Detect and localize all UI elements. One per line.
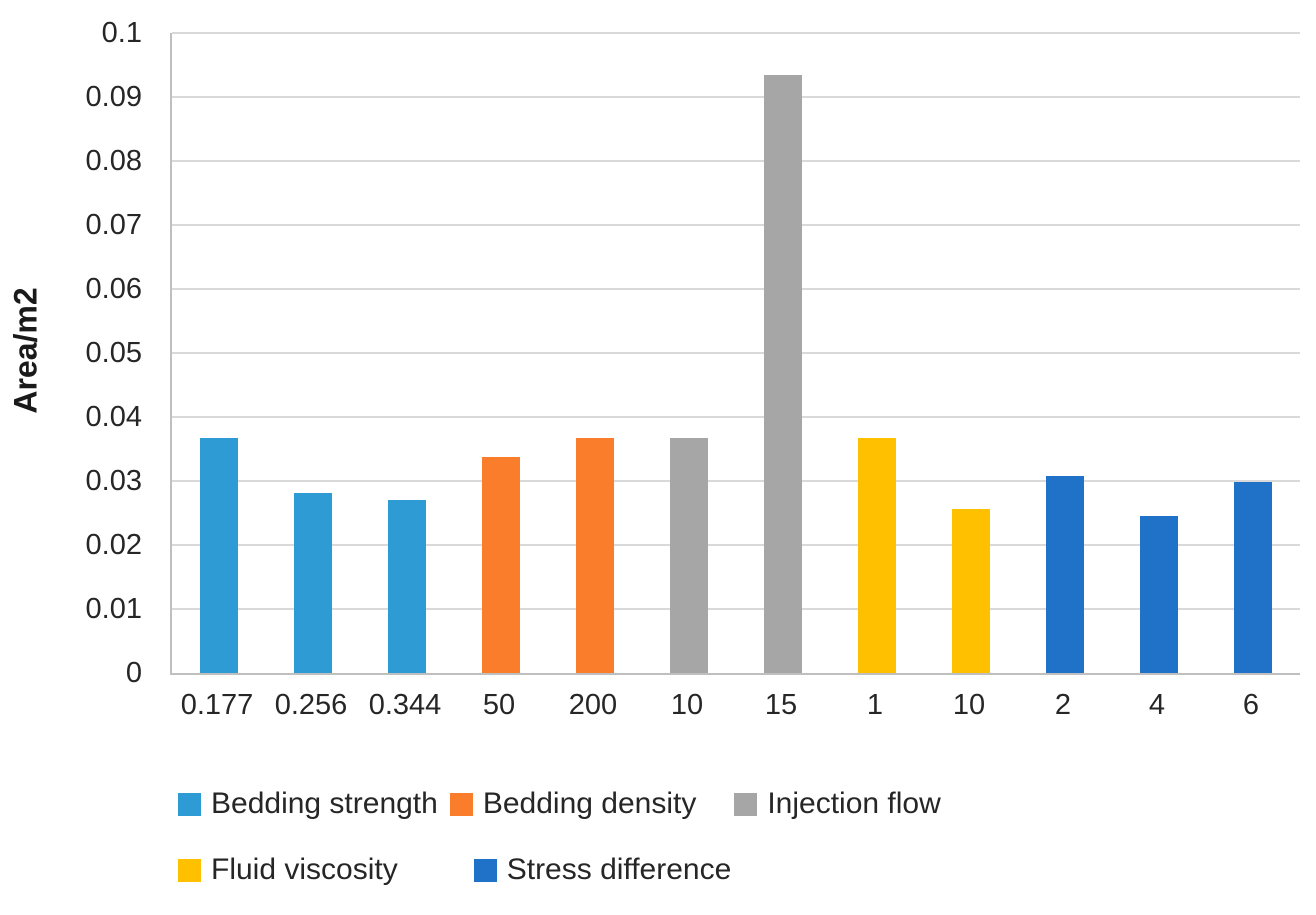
legend-item-injection-flow: Injection flow — [734, 787, 941, 821]
bar-slot — [1206, 33, 1300, 673]
legend-swatch-icon — [449, 792, 473, 816]
bar-slot — [1112, 33, 1206, 673]
bar-bedding-density-200 — [576, 438, 614, 673]
x-tick-label-50: 50 — [482, 689, 516, 721]
bar-slot — [642, 33, 736, 673]
x-tick-label-10: 10 — [952, 689, 986, 721]
bar-fluid-viscosity-10 — [952, 509, 990, 673]
legend-label: Bedding strength — [211, 787, 438, 820]
bar-bedding-density-50 — [482, 456, 520, 673]
plot-area — [170, 32, 1300, 675]
bar-slot — [736, 33, 830, 673]
legend-label: Fluid viscosity — [211, 853, 398, 886]
y-tick-label-0.03: 0.03 — [85, 465, 142, 497]
bar-bedding-strength-0.256 — [294, 493, 332, 673]
x-axis-tick-labels: 0.177 0.256 0.344 50 200 10 15 1 10 2 4 6 — [170, 683, 1298, 727]
bar-slot — [1018, 33, 1112, 673]
x-tick-label-200: 200 — [568, 689, 618, 721]
legend-item-stress-difference: Stress difference — [473, 853, 732, 887]
legend-swatch-icon — [473, 858, 497, 882]
bar-slot — [172, 33, 266, 673]
y-tick-label-0.02: 0.02 — [85, 529, 142, 561]
gridline-0.07 — [172, 224, 1300, 226]
y-tick-label-0.05: 0.05 — [85, 337, 142, 369]
bar-slot — [924, 33, 1018, 673]
legend-label: Bedding density — [482, 787, 697, 820]
y-tick-label-0.07: 0.07 — [85, 209, 142, 241]
legend-label: Injection flow — [767, 787, 941, 820]
y-tick-label-0.04: 0.04 — [85, 401, 142, 433]
y-tick-label-0.09: 0.09 — [85, 81, 142, 113]
legend-item-bedding-density: Bedding density — [449, 787, 697, 821]
gridline-0.03 — [172, 480, 1300, 482]
x-tick-label-0.344: 0.344 — [368, 689, 442, 721]
bar-slot — [266, 33, 360, 673]
y-tick-label-0.1: 0.1 — [101, 17, 142, 49]
gridline-0.06 — [172, 288, 1300, 290]
gridline-0.01 — [172, 608, 1300, 610]
bar-injection-flow-10 — [670, 438, 708, 673]
y-tick-label-0.08: 0.08 — [85, 145, 142, 177]
x-tick-label-15: 15 — [764, 689, 798, 721]
bar-bedding-strength-0.177 — [200, 438, 238, 673]
bar-slot — [360, 33, 454, 673]
x-tick-label-6: 6 — [1242, 689, 1260, 721]
legend-swatch-icon — [734, 792, 758, 816]
legend-row-2: Fluid viscosity Stress difference — [178, 848, 1278, 892]
x-tick-label-1: 1 — [866, 689, 884, 721]
legend-label: Stress difference — [506, 853, 732, 886]
legend-item-fluid-viscosity: Fluid viscosity — [178, 853, 398, 887]
legend-swatch-icon — [178, 858, 201, 882]
bars-container — [172, 33, 1300, 673]
x-tick-label-0.256: 0.256 — [274, 689, 348, 721]
legend-item-bedding-strength: Bedding strength — [178, 787, 438, 821]
bar-slot — [548, 33, 642, 673]
bar-bedding-strength-0.344 — [388, 500, 426, 673]
y-tick-label-0.01: 0.01 — [85, 593, 142, 625]
bar-slot — [454, 33, 548, 673]
bar-stress-difference-6 — [1234, 482, 1272, 673]
legend: Bedding strength Bedding density Injection… — [178, 782, 1278, 892]
gridline-0.1 — [172, 32, 1300, 34]
gridline-0.04 — [172, 416, 1300, 418]
gridline-0.08 — [172, 160, 1300, 162]
gridline-0.02 — [172, 544, 1300, 546]
bar-stress-difference-2 — [1046, 475, 1084, 673]
x-tick-label-4: 4 — [1148, 689, 1166, 721]
bar-slot — [830, 33, 924, 673]
bar-stress-difference-4 — [1140, 516, 1178, 673]
bar-fluid-viscosity-1 — [858, 438, 896, 673]
y-tick-label-0: 0 — [125, 657, 142, 689]
gridline-0.09 — [172, 96, 1300, 98]
legend-swatch-icon — [178, 792, 201, 816]
x-tick-label-2: 2 — [1054, 689, 1072, 721]
x-tick-label-10: 10 — [670, 689, 704, 721]
bar-injection-flow-15 — [764, 75, 802, 673]
gridline-0.05 — [172, 352, 1300, 354]
y-tick-label-0.06: 0.06 — [85, 273, 142, 305]
x-tick-label-0.177: 0.177 — [180, 689, 254, 721]
legend-row-1: Bedding strength Bedding density Injection… — [178, 782, 1278, 826]
